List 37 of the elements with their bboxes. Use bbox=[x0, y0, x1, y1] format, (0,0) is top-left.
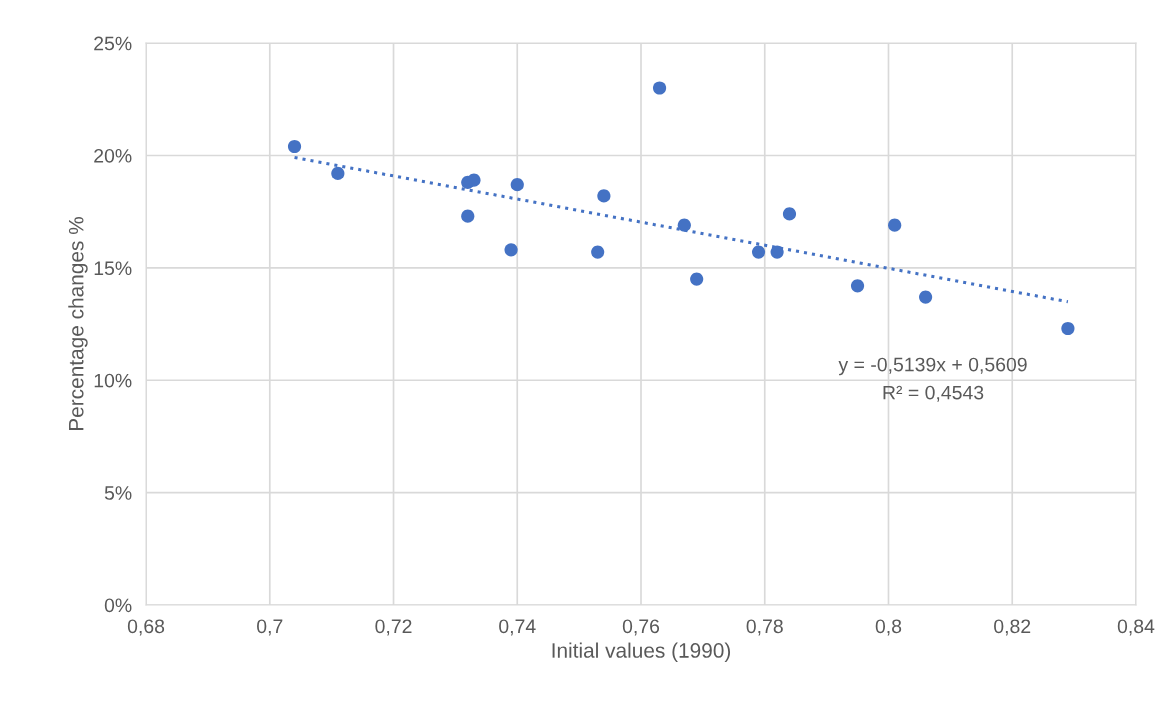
x-tick-label: 0,68 bbox=[127, 619, 165, 636]
x-tick-label: 0,82 bbox=[994, 619, 1031, 636]
x-tick-label: 0,78 bbox=[746, 619, 783, 636]
annotation: R² = 0,4543 bbox=[883, 385, 984, 402]
x-tick-label: 0,8 bbox=[875, 619, 902, 636]
point bbox=[770, 245, 784, 259]
point bbox=[510, 178, 524, 192]
point bbox=[850, 279, 865, 293]
y-tick-label: 20% bbox=[94, 148, 132, 163]
point bbox=[751, 245, 766, 259]
point bbox=[461, 209, 475, 223]
point bbox=[782, 207, 797, 221]
point bbox=[919, 290, 933, 304]
y-tick-label: 5% bbox=[104, 486, 132, 500]
point bbox=[652, 81, 667, 95]
y-tick-label: 15% bbox=[94, 261, 132, 276]
point bbox=[591, 245, 605, 259]
point bbox=[331, 166, 345, 181]
point bbox=[690, 272, 704, 286]
point bbox=[888, 218, 902, 232]
y-axis-title: Percentage changes % bbox=[68, 217, 88, 431]
point bbox=[677, 218, 691, 232]
x-tick-label: 0,72 bbox=[375, 619, 412, 636]
x-axis-title: Initial values (1990) bbox=[552, 642, 731, 662]
y-tick-label: 25% bbox=[94, 36, 132, 51]
x-tick-label: 0,84 bbox=[1117, 619, 1155, 636]
point bbox=[1061, 321, 1075, 336]
y-tick-label: 0% bbox=[104, 598, 132, 613]
point bbox=[597, 189, 611, 203]
x-tick-label: 0,74 bbox=[499, 619, 536, 636]
point bbox=[504, 243, 518, 257]
x-tick-label: 0,7 bbox=[257, 619, 283, 636]
annotation: y = -0,5139x + 0,5609 bbox=[838, 357, 1027, 376]
point bbox=[467, 173, 481, 187]
y-tick-label: 10% bbox=[94, 373, 132, 388]
point bbox=[287, 139, 302, 154]
x-tick-label: 0,76 bbox=[622, 619, 660, 636]
